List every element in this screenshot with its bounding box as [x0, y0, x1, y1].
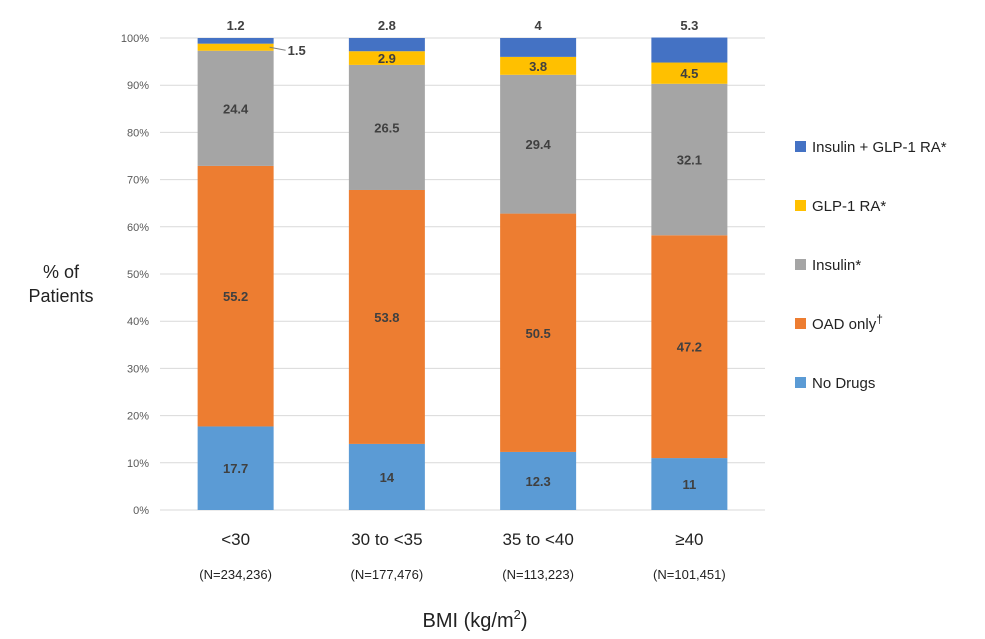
bar-stack: 11 47.2 32.1 4.5 5.3 [651, 18, 728, 510]
x-category-label: 35 to <40 [502, 530, 573, 549]
bar-segment [348, 51, 425, 65]
bar-segment [197, 50, 274, 166]
legend-item: GLP-1 RA* [795, 198, 886, 215]
data-label: 17.7 [223, 461, 248, 476]
data-label: 2.9 [378, 51, 396, 66]
bar-segment [500, 213, 577, 452]
y-tick-label: 80% [127, 127, 149, 139]
legend-label: GLP-1 RA* [812, 198, 886, 215]
x-category-n-label: (N=113,223) [502, 567, 574, 582]
bar-segment [651, 458, 728, 510]
legend-item: Insulin* [795, 257, 861, 274]
legend-swatch [795, 141, 806, 152]
bar-segment [348, 38, 425, 52]
legend: Insulin + GLP-1 RA* GLP-1 RA* Insulin* OAD … [795, 139, 947, 392]
bar-segment [651, 83, 728, 236]
bar-segment [348, 189, 425, 444]
bar-stack: 17.7 55.2 24.4 1.5 1.2 [197, 18, 306, 510]
data-label: 5.3 [680, 18, 698, 33]
bar-segment [500, 38, 577, 57]
data-label: 1.2 [227, 18, 245, 33]
data-label: 11 [683, 477, 697, 492]
data-label: 50.5 [525, 326, 550, 341]
x-category-n-label: (N=101,451) [653, 567, 726, 582]
bar-segment [651, 37, 728, 63]
bar-segment [197, 38, 274, 44]
bar-segment [348, 443, 425, 510]
bar-segment [348, 64, 425, 190]
bar-segment [651, 62, 728, 84]
y-tick-label: 40% [127, 316, 149, 328]
legend-swatch [795, 259, 806, 270]
data-label: 3.8 [529, 59, 547, 74]
data-label: 47.2 [677, 340, 702, 355]
y-tick-label: 20% [127, 411, 149, 423]
x-category-label: <30 [221, 530, 250, 549]
y-tick-label: 60% [127, 222, 149, 234]
bar-segment [500, 56, 577, 75]
data-label: 14 [380, 470, 395, 485]
bar-segment [500, 74, 577, 214]
legend-swatch [795, 200, 806, 211]
y-tick-label: 30% [127, 363, 149, 375]
bars: 17.7 55.2 24.4 1.5 1.2 14 53.8 26.5 2.9 2.8 12.3 50… [197, 18, 728, 510]
y-tick-label: 0% [133, 505, 149, 517]
legend-swatch [795, 377, 806, 388]
bar-segment [651, 235, 728, 459]
legend-label: Insulin* [812, 257, 861, 274]
legend-item: No Drugs [795, 375, 875, 392]
data-label: 29.4 [525, 137, 551, 152]
y-tick-label: 50% [127, 269, 149, 281]
data-label: 26.5 [374, 120, 399, 135]
bar-segment [197, 43, 274, 51]
data-label: 53.8 [374, 310, 399, 325]
bar-stack: 12.3 50.5 29.4 3.8 4 [500, 18, 577, 510]
legend-swatch [795, 318, 806, 329]
data-label: 12.3 [525, 474, 550, 489]
data-label: 55.2 [223, 289, 248, 304]
bar-segment [500, 451, 577, 510]
y-axis-ticks: 0% 10% 20% 30% 40% 50% 60% 70% 80% 90% 100% [121, 33, 149, 517]
y-tick-label: 70% [127, 175, 149, 187]
y-axis-label-line2: Patients [28, 286, 93, 306]
data-label: 2.8 [378, 18, 396, 33]
legend-label: OAD only† [812, 312, 883, 333]
x-axis-label: BMI (kg/m2) [422, 607, 527, 632]
data-label: 1.5 [288, 43, 306, 58]
data-label: 32.1 [677, 153, 702, 168]
data-label: 24.4 [223, 101, 249, 116]
y-tick-label: 90% [127, 80, 149, 92]
bar-stack: 14 53.8 26.5 2.9 2.8 [348, 18, 425, 510]
bar-segment [197, 165, 274, 427]
legend-item: OAD only† [795, 312, 883, 333]
x-axis-categories: <30 (N=234,236) 30 to <35 (N=177,476) 35 to … [199, 530, 725, 582]
data-label: 4.5 [680, 66, 698, 81]
x-category-label: 30 to <35 [351, 530, 422, 549]
x-category-label: ≥40 [675, 530, 703, 549]
y-tick-label: 10% [127, 458, 149, 470]
x-category-n-label: (N=234,236) [199, 567, 272, 582]
legend-label: No Drugs [812, 375, 875, 392]
y-tick-label: 100% [121, 33, 149, 45]
data-label: 4 [535, 18, 543, 33]
data-label-leader [269, 46, 286, 51]
y-axis-label-line1: % of [43, 262, 80, 282]
x-category-n-label: (N=177,476) [351, 567, 424, 582]
bar-segment [197, 426, 274, 510]
legend-label: Insulin + GLP-1 RA* [812, 139, 947, 156]
legend-item: Insulin + GLP-1 RA* [795, 139, 947, 156]
